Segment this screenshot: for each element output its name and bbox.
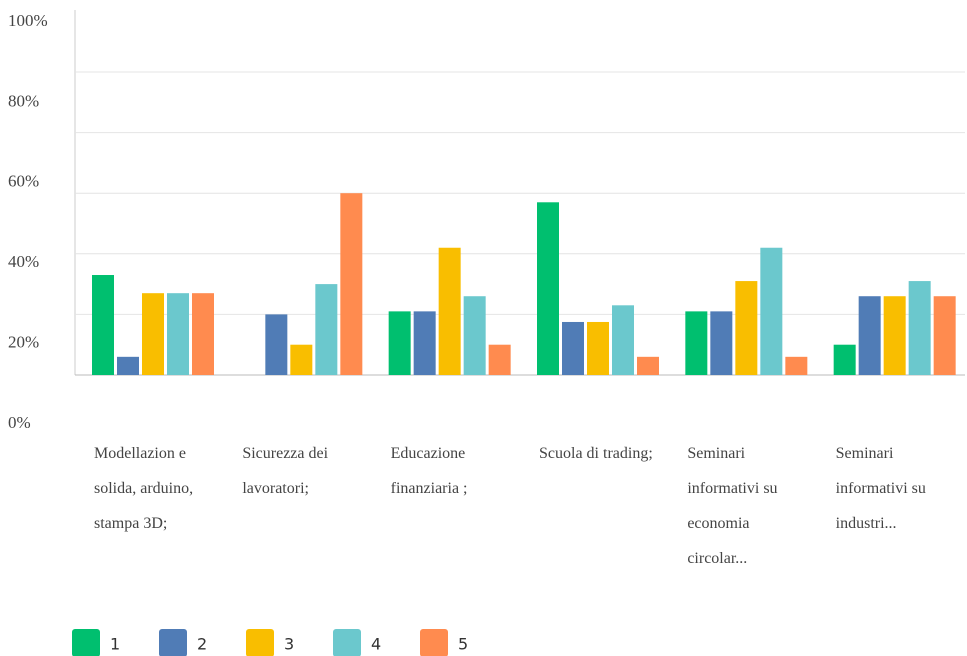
bar bbox=[858, 296, 881, 375]
bar bbox=[883, 296, 906, 375]
bar bbox=[785, 356, 808, 375]
legend-label: 2 bbox=[197, 635, 207, 654]
bar bbox=[933, 296, 956, 375]
y-tick-label: 80% bbox=[8, 91, 39, 110]
legend-swatch bbox=[420, 629, 448, 656]
bar bbox=[562, 321, 584, 375]
bar bbox=[463, 296, 486, 375]
bar bbox=[167, 293, 189, 375]
bar bbox=[833, 344, 856, 375]
bar bbox=[760, 247, 783, 375]
bar bbox=[587, 321, 609, 375]
bar bbox=[735, 281, 758, 375]
bar bbox=[388, 311, 411, 375]
x-tick-label: Sicurezza dei lavoratori; bbox=[242, 445, 329, 497]
legend-label: 1 bbox=[110, 635, 120, 654]
bar bbox=[117, 356, 139, 375]
bar bbox=[537, 202, 559, 375]
bar bbox=[142, 293, 164, 375]
y-tick-label: 100% bbox=[8, 11, 48, 30]
bar bbox=[290, 344, 313, 375]
x-tick-label: Modellazion e solida, arduino, stampa 3D… bbox=[94, 445, 194, 532]
legend-label: 5 bbox=[458, 635, 468, 654]
bar bbox=[438, 247, 461, 375]
bar bbox=[637, 356, 659, 375]
legend-swatch bbox=[333, 629, 361, 656]
bar bbox=[710, 311, 733, 375]
bar bbox=[315, 284, 338, 375]
bar bbox=[340, 193, 363, 375]
bar bbox=[908, 281, 931, 375]
legend-label: 3 bbox=[284, 635, 294, 654]
bar bbox=[488, 344, 511, 375]
y-tick-label: 0% bbox=[8, 413, 31, 432]
legend-label: 4 bbox=[371, 635, 381, 654]
bar bbox=[612, 305, 634, 375]
legend-swatch bbox=[159, 629, 187, 656]
y-tick-label: 20% bbox=[8, 333, 39, 352]
x-tick-label: Educazione finanziaria ; bbox=[390, 445, 468, 497]
y-tick-label: 60% bbox=[8, 172, 39, 191]
bar bbox=[192, 293, 214, 375]
legend-swatch bbox=[72, 629, 100, 656]
legend-swatch bbox=[246, 629, 274, 656]
bar bbox=[265, 314, 288, 375]
bar bbox=[413, 311, 436, 375]
bar bbox=[685, 311, 708, 375]
x-tick-label: Scuola di trading; bbox=[539, 445, 653, 462]
y-tick-label: 40% bbox=[8, 252, 39, 271]
bar bbox=[92, 275, 114, 375]
x-tick-label: Seminari informativi su economia circola… bbox=[687, 445, 778, 567]
x-tick-label: Seminari informativi su industri... bbox=[835, 445, 926, 532]
